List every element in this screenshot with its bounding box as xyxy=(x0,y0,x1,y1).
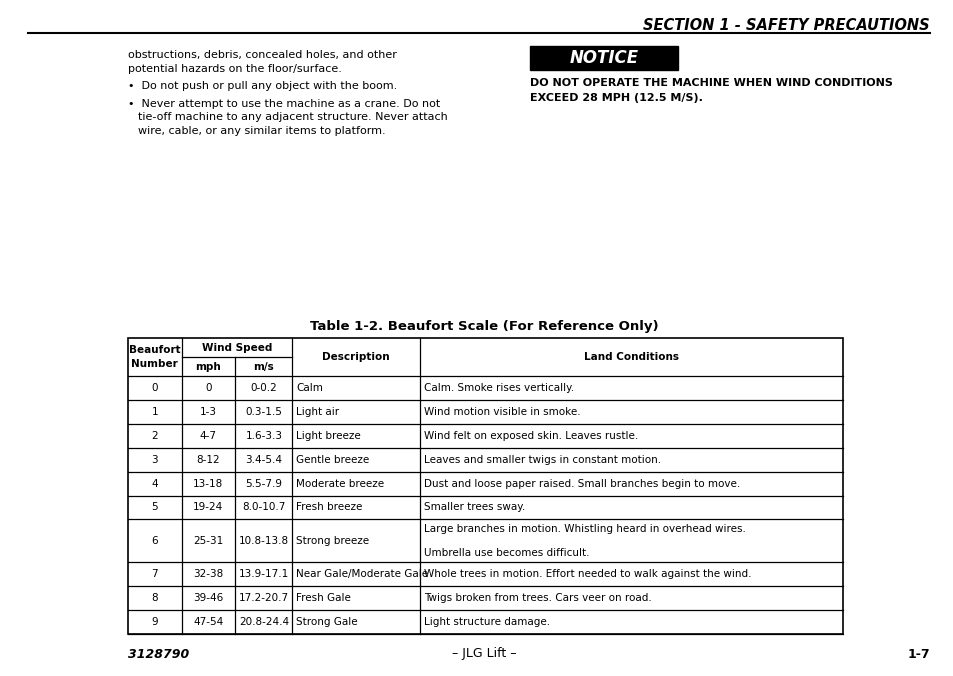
Text: 9: 9 xyxy=(152,617,158,627)
Text: 5: 5 xyxy=(152,502,158,512)
Text: 39-46: 39-46 xyxy=(193,594,223,603)
Text: 0: 0 xyxy=(205,383,212,393)
Text: Beaufort
Number: Beaufort Number xyxy=(129,345,180,368)
Bar xyxy=(530,46,678,70)
Text: 20.8-24.4: 20.8-24.4 xyxy=(238,617,289,627)
Text: Whole trees in motion. Effort needed to walk against the wind.: Whole trees in motion. Effort needed to … xyxy=(423,569,750,579)
Text: Light structure damage.: Light structure damage. xyxy=(423,617,549,627)
Text: 0-0.2: 0-0.2 xyxy=(251,383,277,393)
Text: Description: Description xyxy=(322,352,390,362)
Text: 19-24: 19-24 xyxy=(193,502,223,512)
Text: 1-7: 1-7 xyxy=(906,648,929,660)
Text: Dust and loose paper raised. Small branches begin to move.: Dust and loose paper raised. Small branc… xyxy=(423,479,740,489)
Text: Large branches in motion. Whistling heard in overhead wires.: Large branches in motion. Whistling hear… xyxy=(423,525,745,534)
Bar xyxy=(128,338,842,634)
Text: Smaller trees sway.: Smaller trees sway. xyxy=(423,502,524,512)
Text: 3.4-5.4: 3.4-5.4 xyxy=(245,455,282,464)
Text: 3: 3 xyxy=(152,455,158,464)
Text: 13.9-17.1: 13.9-17.1 xyxy=(238,569,289,579)
Text: tie-off machine to any adjacent structure. Never attach: tie-off machine to any adjacent structur… xyxy=(138,112,447,122)
Text: Fresh Gale: Fresh Gale xyxy=(296,594,351,603)
Text: 7: 7 xyxy=(152,569,158,579)
Text: •  Never attempt to use the machine as a crane. Do not: • Never attempt to use the machine as a … xyxy=(128,99,439,109)
Text: Calm. Smoke rises vertically.: Calm. Smoke rises vertically. xyxy=(423,383,574,393)
Text: NOTICE: NOTICE xyxy=(569,49,638,67)
Text: – JLG Lift –: – JLG Lift – xyxy=(452,648,516,660)
Text: mph: mph xyxy=(195,362,221,372)
Text: 1.6-3.3: 1.6-3.3 xyxy=(245,431,282,441)
Text: 0: 0 xyxy=(152,383,158,393)
Text: 0.3-1.5: 0.3-1.5 xyxy=(245,407,282,417)
Text: Leaves and smaller twigs in constant motion.: Leaves and smaller twigs in constant mot… xyxy=(423,455,660,464)
Text: Table 1-2. Beaufort Scale (For Reference Only): Table 1-2. Beaufort Scale (For Reference… xyxy=(310,320,658,333)
Text: Wind Speed: Wind Speed xyxy=(202,343,272,353)
Text: 4: 4 xyxy=(152,479,158,489)
Text: Moderate breeze: Moderate breeze xyxy=(296,479,384,489)
Text: Wind motion visible in smoke.: Wind motion visible in smoke. xyxy=(423,407,579,417)
Text: 6: 6 xyxy=(152,536,158,546)
Text: 47-54: 47-54 xyxy=(193,617,223,627)
Text: 8: 8 xyxy=(152,594,158,603)
Text: 8-12: 8-12 xyxy=(196,455,220,464)
Text: 4-7: 4-7 xyxy=(200,431,216,441)
Text: Land Conditions: Land Conditions xyxy=(583,352,679,362)
Text: Calm: Calm xyxy=(296,383,323,393)
Text: Light air: Light air xyxy=(296,407,339,417)
Text: Gentle breeze: Gentle breeze xyxy=(296,455,370,464)
Text: 1: 1 xyxy=(152,407,158,417)
Text: 32-38: 32-38 xyxy=(193,569,223,579)
Text: m/s: m/s xyxy=(253,362,274,372)
Text: 17.2-20.7: 17.2-20.7 xyxy=(238,594,289,603)
Text: Fresh breeze: Fresh breeze xyxy=(296,502,362,512)
Text: Umbrella use becomes difficult.: Umbrella use becomes difficult. xyxy=(423,548,589,558)
Text: SECTION 1 - SAFETY PRECAUTIONS: SECTION 1 - SAFETY PRECAUTIONS xyxy=(642,18,929,33)
Text: 8.0-10.7: 8.0-10.7 xyxy=(242,502,285,512)
Text: DO NOT OPERATE THE MACHINE WHEN WIND CONDITIONS
EXCEED 28 MPH (12.5 M/S).: DO NOT OPERATE THE MACHINE WHEN WIND CON… xyxy=(530,78,892,103)
Text: Light breeze: Light breeze xyxy=(296,431,361,441)
Text: obstructions, debris, concealed holes, and other: obstructions, debris, concealed holes, a… xyxy=(128,50,396,60)
Text: •  Do not push or pull any object with the boom.: • Do not push or pull any object with th… xyxy=(128,81,396,91)
Text: 13-18: 13-18 xyxy=(193,479,223,489)
Text: potential hazards on the floor/surface.: potential hazards on the floor/surface. xyxy=(128,64,341,74)
Text: 1-3: 1-3 xyxy=(200,407,216,417)
Text: wire, cable, or any similar items to platform.: wire, cable, or any similar items to pla… xyxy=(138,126,385,136)
Text: 3128790: 3128790 xyxy=(128,648,189,660)
Text: Near Gale/Moderate Gale: Near Gale/Moderate Gale xyxy=(296,569,428,579)
Text: Wind felt on exposed skin. Leaves rustle.: Wind felt on exposed skin. Leaves rustle… xyxy=(423,431,638,441)
Text: 25-31: 25-31 xyxy=(193,536,223,546)
Text: 5.5-7.9: 5.5-7.9 xyxy=(245,479,282,489)
Text: Twigs broken from trees. Cars veer on road.: Twigs broken from trees. Cars veer on ro… xyxy=(423,594,651,603)
Text: 10.8-13.8: 10.8-13.8 xyxy=(238,536,289,546)
Text: Strong breeze: Strong breeze xyxy=(296,536,369,546)
Text: Strong Gale: Strong Gale xyxy=(296,617,357,627)
Text: 2: 2 xyxy=(152,431,158,441)
